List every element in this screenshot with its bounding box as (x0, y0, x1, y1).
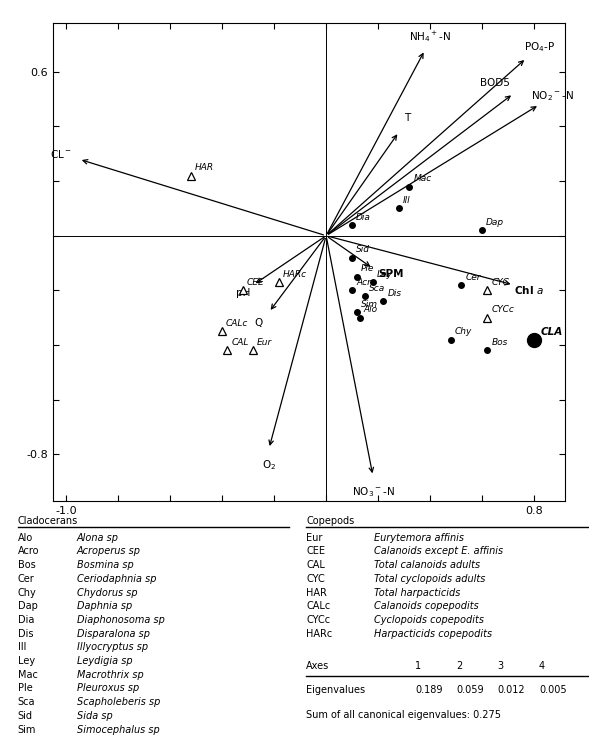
Text: CAL: CAL (306, 560, 325, 570)
Text: Eur: Eur (257, 338, 273, 347)
Text: 1: 1 (415, 661, 421, 671)
Text: HAR: HAR (195, 163, 214, 172)
Text: Diaphonosoma sp: Diaphonosoma sp (77, 615, 164, 625)
Text: Cer: Cer (465, 273, 481, 282)
Text: Calanoids except E. affinis: Calanoids except E. affinis (374, 547, 503, 556)
Text: Alo: Alo (18, 533, 33, 543)
Text: Leydigia sp: Leydigia sp (77, 656, 132, 666)
Text: HAR: HAR (306, 587, 327, 598)
Text: HARc: HARc (306, 629, 333, 639)
Text: Acroperus sp: Acroperus sp (77, 547, 141, 556)
Text: NO$_3$$^-$-N: NO$_3$$^-$-N (352, 486, 394, 499)
Text: Harpacticids copepodits: Harpacticids copepodits (374, 629, 492, 639)
Text: Dap: Dap (486, 218, 504, 227)
Text: Ill: Ill (18, 642, 26, 652)
Text: Axes: Axes (306, 661, 329, 671)
Text: NH$_4$$^+$-N: NH$_4$$^+$-N (409, 29, 451, 44)
Text: Chy: Chy (18, 587, 37, 598)
Text: Pleuroxus sp: Pleuroxus sp (77, 684, 139, 694)
Text: Total calanoids adults: Total calanoids adults (374, 560, 480, 570)
Text: CYC: CYC (306, 574, 325, 584)
Text: HARc: HARc (283, 270, 307, 279)
Text: Acro: Acro (18, 547, 39, 556)
Text: Dis: Dis (18, 629, 33, 639)
Text: CEE: CEE (247, 278, 264, 287)
Text: 0.005: 0.005 (539, 685, 567, 696)
Text: CYCc: CYCc (306, 615, 330, 625)
Text: Total harpacticids: Total harpacticids (374, 587, 461, 598)
Text: Dia: Dia (356, 212, 371, 221)
Text: Bosmina sp: Bosmina sp (77, 560, 133, 570)
Text: CAL: CAL (231, 338, 249, 347)
Text: CYC: CYC (491, 278, 509, 287)
Text: Ple: Ple (18, 684, 32, 694)
Text: PO$_4$-P: PO$_4$-P (524, 40, 555, 54)
Text: Daphnia sp: Daphnia sp (77, 601, 132, 611)
Text: CALc: CALc (306, 601, 330, 611)
Text: Chl $a$: Chl $a$ (514, 285, 544, 297)
Text: CYCc: CYCc (491, 306, 514, 315)
Text: O$_2$: O$_2$ (262, 459, 276, 472)
Text: Eigenvalues: Eigenvalues (306, 685, 365, 696)
Text: Cyclopoids copepodits: Cyclopoids copepodits (374, 615, 484, 625)
Text: Acro: Acro (356, 278, 376, 287)
Text: Alo: Alo (364, 306, 378, 315)
Text: Calanoids copepodits: Calanoids copepodits (374, 601, 479, 611)
Text: Sid: Sid (356, 245, 370, 255)
Text: Bos: Bos (491, 338, 508, 347)
Text: 2: 2 (456, 661, 463, 671)
Text: Ley: Ley (377, 270, 393, 279)
Text: CALc: CALc (226, 319, 249, 328)
Text: Ceriodaphnia sp: Ceriodaphnia sp (77, 574, 156, 584)
Text: CL$^-$: CL$^-$ (50, 148, 72, 160)
Text: Macrothrix sp: Macrothrix sp (77, 670, 143, 680)
Text: Mac: Mac (413, 174, 432, 183)
Text: Copepods: Copepods (306, 516, 355, 526)
Text: BOD5: BOD5 (480, 78, 510, 87)
Text: T: T (403, 113, 410, 123)
Text: SPM: SPM (378, 269, 404, 279)
Text: Sida sp: Sida sp (77, 711, 112, 721)
Text: Mac: Mac (18, 670, 38, 680)
Text: pH: pH (236, 288, 250, 298)
Text: 4: 4 (539, 661, 545, 671)
Text: Sim: Sim (18, 724, 36, 735)
Text: Bos: Bos (18, 560, 35, 570)
Text: Cer: Cer (18, 574, 34, 584)
Text: Ple: Ple (361, 264, 375, 273)
Text: Dia: Dia (18, 615, 34, 625)
Text: Q: Q (254, 319, 263, 328)
Text: Illyocryptus sp: Illyocryptus sp (77, 642, 148, 652)
Text: CLA: CLA (541, 327, 563, 337)
Text: 3: 3 (498, 661, 504, 671)
Text: 0.189: 0.189 (415, 685, 443, 696)
Text: Scapholeberis sp: Scapholeberis sp (77, 697, 160, 707)
Text: Disparalona sp: Disparalona sp (77, 629, 150, 639)
Text: CEE: CEE (306, 547, 325, 556)
Text: Eur: Eur (306, 533, 323, 543)
Text: Chy: Chy (455, 328, 472, 337)
Text: NO$_2$$^-$-N: NO$_2$$^-$-N (531, 90, 574, 103)
Text: Dis: Dis (387, 289, 401, 298)
Text: Sca: Sca (369, 284, 385, 293)
Text: Sim: Sim (361, 300, 378, 309)
Text: Cladocerans: Cladocerans (18, 516, 78, 526)
Text: Sid: Sid (18, 711, 32, 721)
Text: Sca: Sca (18, 697, 35, 707)
Text: 0.012: 0.012 (498, 685, 525, 696)
Text: 0.059: 0.059 (456, 685, 484, 696)
Text: Ill: Ill (403, 196, 411, 205)
Text: Alona sp: Alona sp (77, 533, 118, 543)
Text: Sum of all canonical eigenvalues: 0.275: Sum of all canonical eigenvalues: 0.275 (306, 710, 501, 720)
Text: Simocephalus sp: Simocephalus sp (77, 724, 159, 735)
Text: Total cyclopoids adults: Total cyclopoids adults (374, 574, 485, 584)
Text: Eurytemora affinis: Eurytemora affinis (374, 533, 464, 543)
Text: Ley: Ley (18, 656, 35, 666)
Text: Dap: Dap (18, 601, 38, 611)
Text: Chydorus sp: Chydorus sp (77, 587, 137, 598)
